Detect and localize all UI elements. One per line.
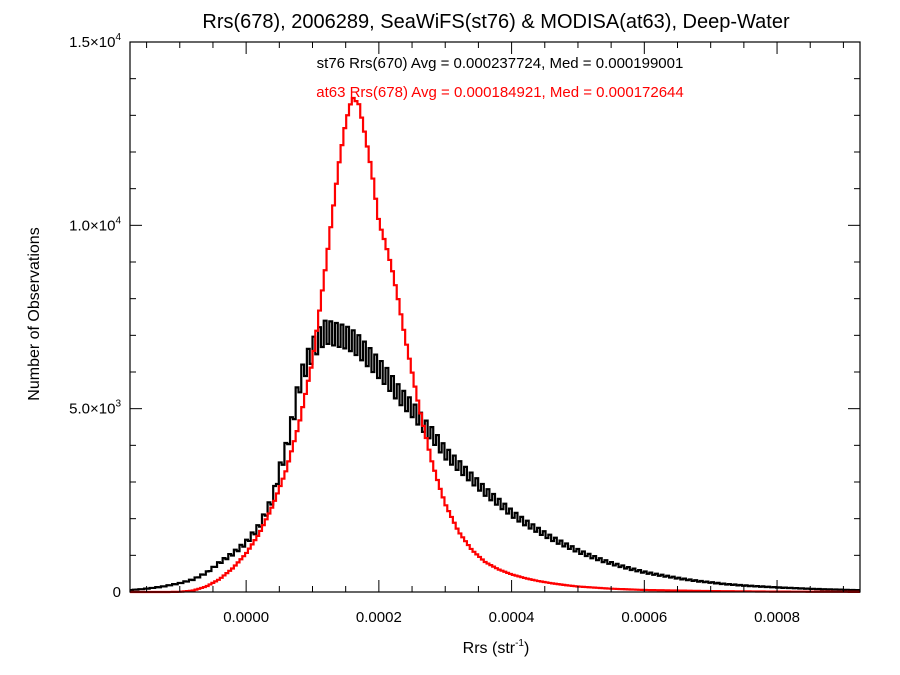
series-st76-line — [130, 319, 860, 592]
y-tick-label: 5.0×103 — [69, 399, 121, 418]
y-tick-label: 1.0×104 — [69, 215, 121, 234]
series-at63-line — [130, 96, 860, 594]
y-axis-label: Number of Observations — [26, 227, 43, 400]
x-axis-label-base: Rrs (str — [463, 640, 516, 657]
annotation-at63: at63 Rrs(678) Avg = 0.000184921, Med = 0… — [316, 84, 684, 101]
x-tick-label: 0.0008 — [754, 609, 800, 626]
x-tick-label: 0.0004 — [489, 609, 535, 626]
chart-title: Rrs(678), 2006289, SeaWiFS(st76) & MODIS… — [202, 11, 790, 33]
axis-layer: 0.0000 0.0002 0.0004 0.0006 0.0008 0 5.0×103 1.… — [69, 32, 860, 626]
y-tick-label: 0 — [113, 584, 121, 601]
x-tick-label: 0.0006 — [621, 609, 667, 626]
y-tick-label: 1.5×104 — [69, 32, 121, 51]
plot-frame — [129, 41, 861, 593]
x-tick-label: 0.0002 — [356, 609, 402, 626]
x-axis-label-superscript: -1 — [515, 638, 524, 649]
annotation-st76: st76 Rrs(670) Avg = 0.000237724, Med = 0… — [317, 55, 684, 72]
x-axis-label: Rrs (str-1) — [463, 638, 530, 657]
series-layer — [130, 96, 860, 594]
x-axis-label-tail: ) — [524, 640, 529, 657]
x-tick-label: 0.0000 — [223, 609, 269, 626]
